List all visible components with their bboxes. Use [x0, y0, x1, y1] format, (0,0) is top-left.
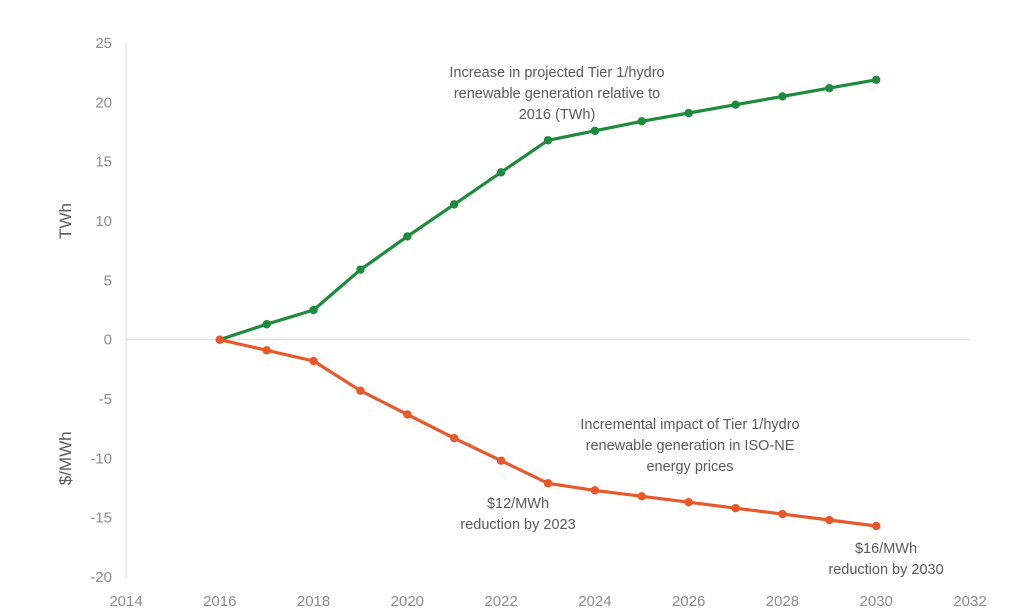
anno-2023-line: reduction by 2023	[460, 517, 575, 533]
series-0-point	[637, 117, 646, 126]
axes	[125, 43, 970, 577]
y-tick-label: 5	[104, 272, 112, 289]
y-tick-label: -15	[90, 510, 112, 527]
series-1-point	[637, 492, 646, 501]
series-0-point	[262, 320, 271, 329]
x-tick-label: 2016	[203, 593, 236, 610]
series-0-point	[450, 200, 459, 209]
series-0-point	[309, 305, 318, 315]
x-tick-label: 2028	[766, 593, 799, 610]
callout-2030: $16/MWh reduction by 2030	[828, 541, 943, 578]
anno-orange-line: renewable generation in ISO-NE	[586, 438, 795, 454]
series-1-point	[496, 456, 506, 465]
orange-series-annotation: Incremental impact of Tier 1/hydro renewa…	[580, 417, 799, 475]
anno-orange-line: energy prices	[646, 459, 733, 475]
anno-green-line: renewable generation relative to	[454, 86, 660, 102]
anno-2023-line: $12/MWh	[487, 496, 549, 512]
anno-2030-line: reduction by 2030	[828, 562, 943, 578]
series-0-point	[778, 92, 787, 101]
series-1-point	[778, 509, 787, 519]
series-1-point	[684, 498, 693, 507]
y-tick-label: 0	[104, 332, 112, 349]
x-tick-label: 2024	[578, 593, 611, 610]
green-series-annotation: Increase in projected Tier 1/hydro renewa…	[449, 65, 664, 123]
y-tick-label: 10	[95, 213, 112, 230]
series-0-point	[872, 75, 881, 84]
x-tick-label: 2030	[860, 593, 893, 610]
x-tick-labels: 2014 2016 2018 2020 2022 2024 2026 2028 2030 2032	[109, 593, 986, 610]
y-tick-label: 25	[95, 35, 112, 52]
series-1-point	[215, 335, 224, 344]
y-tick-label: -20	[90, 569, 112, 586]
series-0-point	[543, 136, 553, 145]
x-tick-label: 2032	[953, 593, 986, 610]
series-1-point	[872, 521, 881, 531]
x-tick-label: 2020	[391, 593, 424, 610]
series-1-point	[356, 386, 365, 395]
series-0-point	[825, 83, 834, 93]
series-1-point	[543, 479, 553, 488]
series-1-point	[262, 346, 271, 355]
anno-green-line: Increase in projected Tier 1/hydro	[449, 65, 664, 81]
anno-orange-line: Incremental impact of Tier 1/hydro	[580, 417, 799, 433]
series-0-point	[356, 265, 365, 274]
anno-2030-line: $16/MWh	[855, 541, 917, 557]
x-tick-label: 2022	[484, 593, 517, 610]
series-0-point	[403, 232, 412, 241]
y-axis-title-price: $/MWh	[56, 431, 75, 485]
series-layer	[215, 75, 881, 531]
y-tick-labels: 25 20 15 10 5 0 -5 -10 -15 -20	[90, 35, 112, 586]
y-tick-label: 20	[95, 94, 112, 111]
y-tick-label: -10	[90, 450, 112, 467]
x-tick-label: 2018	[297, 593, 330, 610]
series-1-point	[309, 356, 318, 366]
y-tick-label: -5	[99, 391, 112, 408]
x-tick-label: 2014	[109, 593, 142, 610]
x-tick-label: 2026	[672, 593, 705, 610]
y-axis-title-twh: TWh	[56, 203, 75, 239]
series-0-point	[590, 126, 600, 136]
anno-green-line: 2016 (TWh)	[519, 107, 596, 123]
series-1-point	[450, 433, 459, 443]
series-1-point	[590, 486, 600, 495]
series-0-point	[496, 168, 506, 177]
series-1-point	[731, 503, 740, 513]
y-tick-label: 15	[95, 154, 112, 171]
callout-2023: $12/MWh reduction by 2023	[460, 496, 575, 533]
series-0-point	[684, 108, 693, 118]
series-1-point	[825, 515, 834, 525]
series-0-point	[731, 100, 740, 109]
series-1-point	[403, 410, 412, 419]
